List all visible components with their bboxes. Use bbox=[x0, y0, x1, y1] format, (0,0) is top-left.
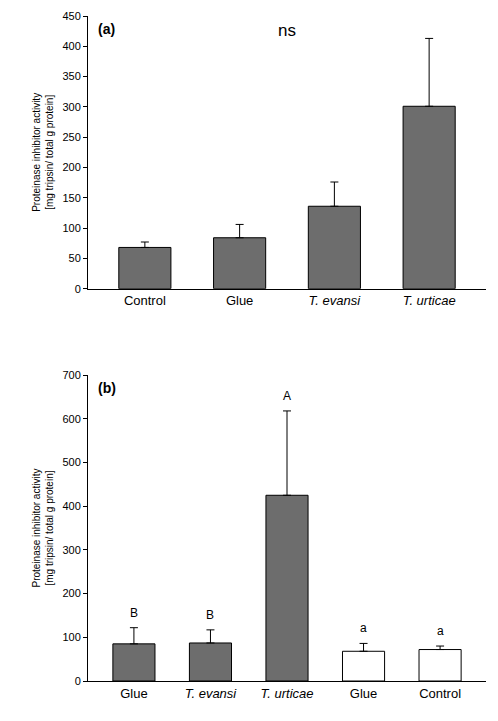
svg-text:500: 500 bbox=[62, 456, 80, 468]
svg-text:200: 200 bbox=[62, 161, 80, 173]
svg-text:300: 300 bbox=[62, 101, 80, 113]
svg-text:Glue: Glue bbox=[226, 293, 253, 308]
svg-text:B: B bbox=[130, 606, 138, 620]
svg-text:Glue: Glue bbox=[120, 686, 147, 701]
svg-text:ns: ns bbox=[278, 21, 296, 40]
svg-text:B: B bbox=[206, 608, 214, 622]
svg-text:50: 50 bbox=[69, 252, 81, 264]
svg-text:a: a bbox=[360, 621, 367, 635]
svg-text:Proteinase inhibitor activity[: Proteinase inhibitor activity[mg tripsin… bbox=[31, 469, 55, 588]
svg-text:700: 700 bbox=[62, 369, 80, 381]
svg-text:A: A bbox=[283, 389, 291, 403]
svg-text:300: 300 bbox=[62, 544, 80, 556]
svg-text:(b): (b) bbox=[98, 380, 116, 396]
svg-text:400: 400 bbox=[62, 500, 80, 512]
svg-text:350: 350 bbox=[62, 70, 80, 82]
svg-text:(a): (a) bbox=[98, 21, 115, 37]
svg-text:Proteinase inhibitor activity[: Proteinase inhibitor activity[mg tripsin… bbox=[31, 93, 55, 212]
svg-text:600: 600 bbox=[62, 413, 80, 425]
svg-text:100: 100 bbox=[62, 222, 80, 234]
svg-text:T. urticae: T. urticae bbox=[403, 293, 456, 308]
svg-text:250: 250 bbox=[62, 131, 80, 143]
svg-text:0: 0 bbox=[75, 283, 81, 295]
svg-text:150: 150 bbox=[62, 192, 80, 204]
svg-text:200: 200 bbox=[62, 587, 80, 599]
svg-text:0: 0 bbox=[75, 675, 81, 687]
svg-text:T. evansi: T. evansi bbox=[185, 686, 238, 701]
svg-text:450: 450 bbox=[62, 10, 80, 22]
svg-text:Control: Control bbox=[124, 293, 166, 308]
svg-text:a: a bbox=[437, 624, 444, 638]
svg-text:Glue: Glue bbox=[350, 686, 377, 701]
svg-text:100: 100 bbox=[62, 631, 80, 643]
svg-text:Control: Control bbox=[419, 686, 461, 701]
svg-text:T. evansi: T. evansi bbox=[309, 293, 362, 308]
svg-text:T. urticae: T. urticae bbox=[261, 686, 314, 701]
svg-text:400: 400 bbox=[62, 40, 80, 52]
